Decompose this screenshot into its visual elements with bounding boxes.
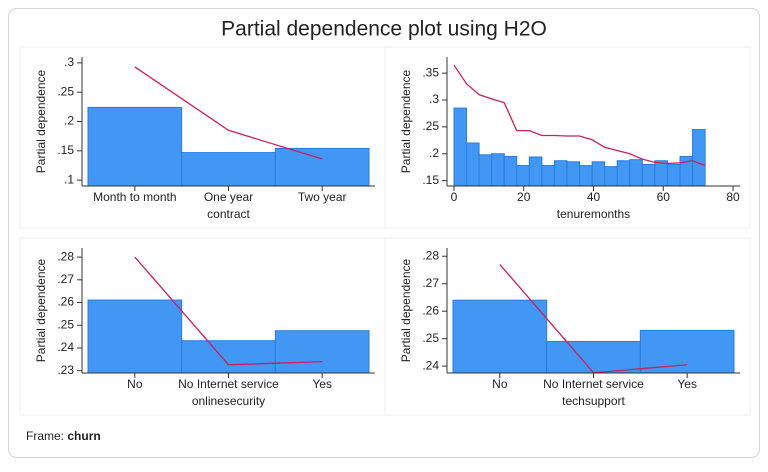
y-tick-label: .28 — [57, 249, 74, 263]
bar — [453, 107, 468, 187]
bar — [546, 340, 641, 374]
x-tick-label: No — [492, 377, 508, 391]
bar — [541, 165, 555, 187]
y-tick-label: .15 — [422, 173, 439, 187]
x-tick-label: 20 — [517, 190, 531, 204]
bar — [579, 165, 593, 187]
x-tick-label: Yes — [677, 377, 697, 391]
y-tick-label: .25 — [57, 317, 74, 331]
x-tick-label: Yes — [312, 377, 332, 391]
bar — [553, 160, 568, 187]
bar — [452, 299, 548, 374]
y-axis-label: Partial dependence — [399, 258, 413, 362]
x-axis-label: tenuremonths — [557, 207, 630, 221]
x-tick-label: Month to month — [93, 190, 176, 204]
bar — [181, 340, 276, 374]
bar — [528, 156, 543, 187]
x-axis-label: techsupport — [562, 394, 625, 408]
x-tick-label: One year — [204, 190, 253, 204]
x-axis-label: contract — [207, 207, 250, 221]
bar — [87, 106, 183, 187]
y-tick-label: .26 — [57, 295, 74, 309]
footer: Frame: churn — [26, 429, 101, 443]
y-tick-label: .25 — [57, 84, 74, 98]
y-tick-label: .3 — [429, 92, 439, 106]
bar — [274, 147, 370, 187]
y-axis-label: Partial dependence — [34, 258, 48, 362]
x-tick-label: 60 — [657, 190, 671, 204]
chart-title: Partial dependence plot using H2O — [221, 18, 547, 41]
bar — [692, 129, 706, 187]
bar — [654, 160, 668, 187]
y-tick-label: .3 — [64, 55, 74, 69]
bar — [641, 164, 656, 187]
bar — [466, 142, 480, 187]
bar — [566, 161, 581, 187]
bar — [591, 161, 606, 187]
bar — [516, 165, 530, 187]
y-axis-label: Partial dependence — [399, 69, 413, 173]
card — [8, 8, 760, 458]
bar — [274, 330, 370, 374]
y-tick-label: .27 — [57, 272, 74, 286]
y-tick-label: .28 — [422, 248, 439, 262]
bar — [87, 299, 183, 374]
y-tick-label: .24 — [422, 358, 439, 372]
x-tick-label: No — [127, 377, 143, 391]
bar — [181, 152, 276, 187]
bar — [604, 166, 618, 187]
x-tick-label: 80 — [726, 190, 740, 204]
y-tick-label: .2 — [429, 146, 439, 160]
x-tick-label: No Internet service — [178, 377, 279, 391]
y-tick-label: .25 — [422, 119, 439, 133]
bar — [503, 155, 518, 187]
pd-line — [134, 66, 323, 160]
bar — [478, 154, 493, 187]
panel-frame — [384, 46, 751, 229]
bar — [616, 160, 631, 187]
bar — [639, 329, 735, 374]
bar — [629, 159, 643, 187]
y-tick-label: .27 — [422, 276, 439, 290]
footer-value: churn — [67, 429, 100, 443]
x-tick-label: 40 — [587, 190, 601, 204]
y-tick-label: .25 — [422, 331, 439, 345]
x-tick-label: No Internet service — [543, 377, 644, 391]
y-tick-label: .15 — [57, 143, 74, 157]
y-tick-label: .35 — [422, 65, 439, 79]
y-tick-label: .1 — [64, 172, 74, 186]
y-tick-label: .2 — [64, 114, 74, 128]
y-tick-label: .24 — [57, 340, 74, 354]
pd-line — [453, 64, 706, 167]
x-axis-label: onlinesecurity — [192, 394, 265, 408]
pd-line — [134, 256, 323, 366]
footer-label: Frame: — [26, 429, 64, 443]
x-tick-label: 0 — [451, 190, 458, 204]
y-axis-label: Partial dependence — [34, 69, 48, 173]
x-tick-label: Two year — [298, 190, 347, 204]
panel-frame — [384, 237, 751, 416]
bar — [666, 164, 681, 187]
y-tick-label: .23 — [57, 363, 74, 377]
y-tick-label: .26 — [422, 303, 439, 317]
bar — [491, 153, 505, 187]
